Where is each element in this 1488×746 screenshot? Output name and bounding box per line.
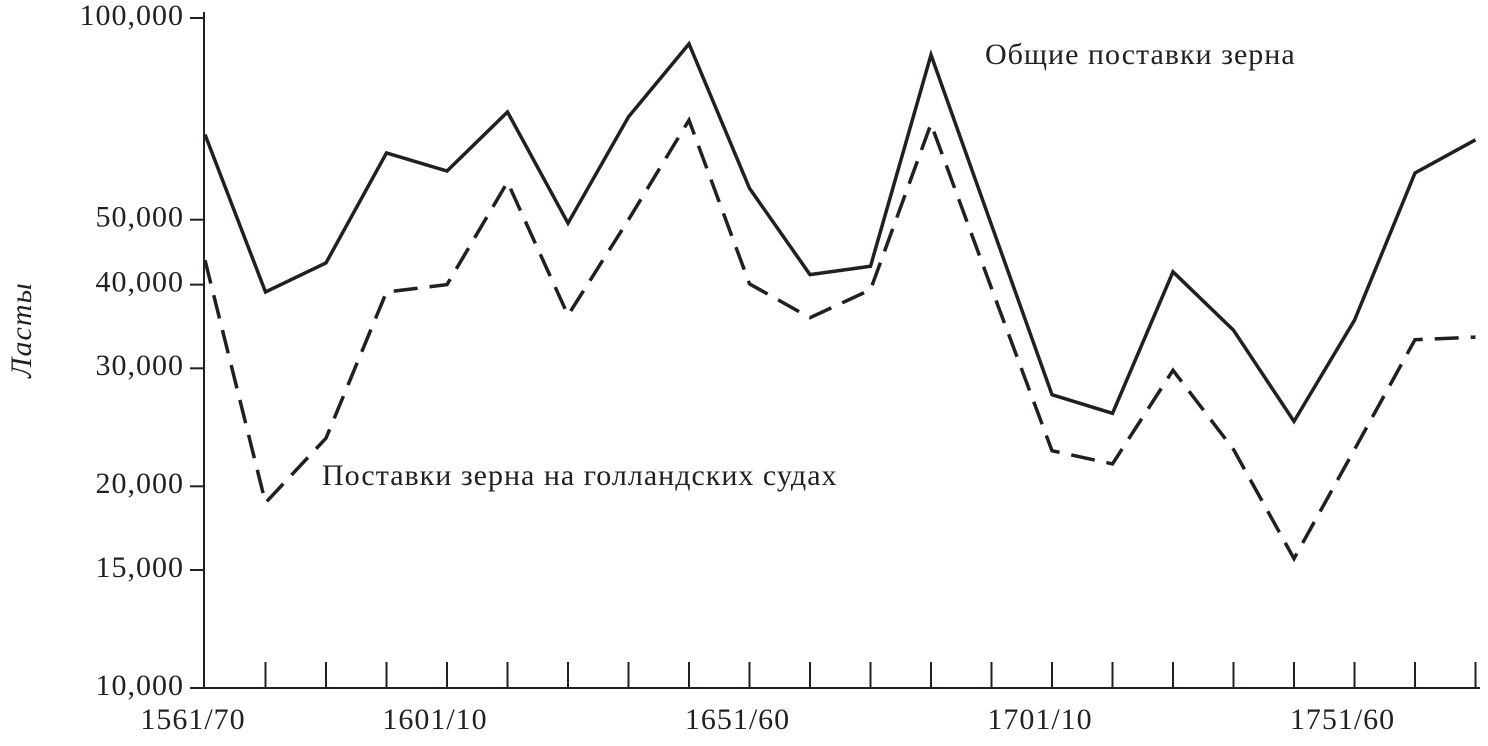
y-tick-label: 50,000 xyxy=(96,201,185,234)
series-label: Общие поставки зерна xyxy=(985,38,1296,71)
y-tick-label: 20,000 xyxy=(96,467,185,500)
y-tick-label: 100,000 xyxy=(80,0,185,32)
y-axis-label: Ласты xyxy=(5,282,38,379)
x-tick-label: 1751/60 xyxy=(1290,703,1395,736)
y-tick-label: 10,000 xyxy=(96,669,185,702)
x-tick-label: 1601/10 xyxy=(382,703,487,736)
y-tick-label: 30,000 xyxy=(96,349,185,382)
series-line xyxy=(203,116,1476,563)
x-tick-label: 1561/70 xyxy=(140,703,245,736)
series-line xyxy=(203,40,1477,425)
y-tick-label: 40,000 xyxy=(96,266,185,299)
y-tick-label: 15,000 xyxy=(96,551,185,584)
x-tick-label: 1701/10 xyxy=(987,703,1092,736)
series-label: Поставки зерна на голландских судах xyxy=(322,459,838,492)
x-tick-label: 1651/60 xyxy=(685,703,790,736)
